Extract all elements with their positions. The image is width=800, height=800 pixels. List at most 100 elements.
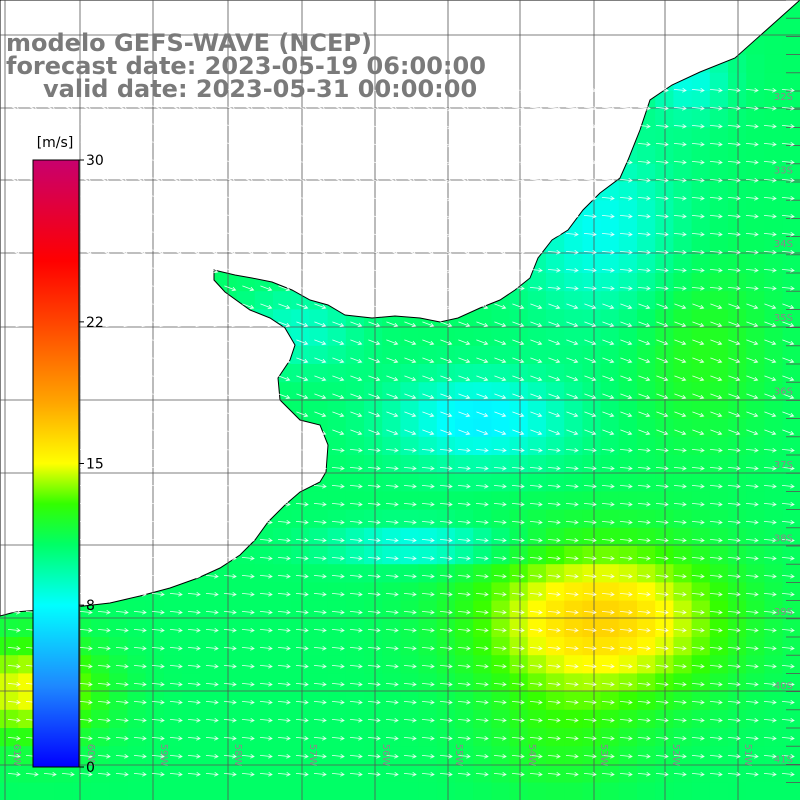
wind-cell bbox=[546, 364, 565, 383]
wind-cell bbox=[618, 709, 638, 729]
wind-cell bbox=[618, 254, 638, 274]
wind-arrow bbox=[296, 267, 309, 274]
wind-arrow bbox=[781, 699, 795, 705]
wind-arrow bbox=[260, 303, 273, 310]
wind-arrow bbox=[457, 735, 471, 741]
wind-arrow bbox=[277, 627, 291, 633]
wind-cell bbox=[673, 127, 693, 147]
wind-cell bbox=[673, 709, 693, 729]
wind-arrow bbox=[44, 87, 57, 94]
wind-arrow bbox=[368, 249, 381, 256]
wind-arrow bbox=[277, 699, 291, 705]
wind-arrow bbox=[403, 591, 417, 597]
wind-arrow bbox=[223, 735, 237, 741]
wind-arrow bbox=[151, 537, 165, 543]
wind-arrow bbox=[422, 231, 435, 238]
wind-arrow bbox=[386, 123, 399, 130]
wind-arrow bbox=[547, 681, 561, 687]
wind-arrow bbox=[151, 771, 165, 777]
wind-arrow bbox=[152, 195, 165, 202]
wind-arrow bbox=[511, 501, 525, 507]
wind-cell bbox=[637, 655, 656, 674]
wind-arrow bbox=[583, 213, 597, 219]
wind-cell bbox=[291, 728, 310, 747]
wind-arrow bbox=[350, 429, 363, 436]
wind-arrow bbox=[277, 501, 291, 507]
wind-cell bbox=[0, 637, 19, 656]
wind-arrow bbox=[763, 105, 777, 111]
wind-arrow bbox=[745, 717, 759, 723]
wind-arrow bbox=[206, 87, 219, 94]
wind-arrow bbox=[386, 105, 399, 112]
wind-arrow bbox=[79, 735, 93, 741]
wind-arrow bbox=[691, 519, 705, 525]
wind-cell bbox=[582, 400, 602, 420]
wind-arrow bbox=[529, 465, 543, 471]
wind-arrow bbox=[673, 249, 687, 255]
wind-cell bbox=[618, 418, 638, 438]
lon-label: 58W bbox=[232, 744, 243, 767]
wind-cell bbox=[782, 127, 800, 147]
wind-arrow bbox=[205, 591, 219, 597]
wind-cell bbox=[527, 673, 547, 693]
wind-arrow bbox=[692, 339, 705, 346]
wind-arrow bbox=[548, 375, 561, 382]
wind-arrow bbox=[565, 735, 579, 741]
wind-arrow bbox=[151, 681, 165, 687]
wind-arrow bbox=[8, 303, 21, 310]
wind-arrow bbox=[313, 717, 327, 723]
wind-arrow bbox=[619, 609, 633, 615]
wind-arrow bbox=[421, 465, 435, 471]
wind-arrow bbox=[529, 627, 543, 633]
wind-cell bbox=[418, 327, 438, 347]
wind-arrow bbox=[421, 483, 435, 489]
wind-arrow bbox=[349, 681, 363, 687]
wind-arrow bbox=[547, 699, 561, 705]
wind-arrow bbox=[601, 681, 615, 687]
wind-arrow bbox=[277, 645, 291, 651]
wind-arrow bbox=[727, 267, 741, 273]
wind-arrow bbox=[313, 609, 327, 615]
wind-cell bbox=[436, 746, 456, 765]
wind-arrow bbox=[295, 537, 309, 543]
wind-cell bbox=[436, 327, 456, 347]
wind-arrow bbox=[458, 375, 471, 382]
wind-cell bbox=[54, 782, 74, 800]
wind-arrow bbox=[619, 627, 633, 633]
wind-cell bbox=[382, 327, 401, 347]
wind-arrow bbox=[313, 627, 327, 633]
wind-cell bbox=[746, 54, 765, 74]
wind-arrow bbox=[116, 249, 129, 256]
wind-arrow bbox=[638, 393, 651, 400]
wind-arrow bbox=[223, 447, 237, 453]
wind-arrow bbox=[170, 177, 183, 184]
wind-arrow bbox=[439, 681, 453, 687]
wind-cell bbox=[546, 546, 565, 565]
wind-cell bbox=[400, 436, 420, 456]
wind-arrow bbox=[548, 303, 561, 310]
wind-cell bbox=[327, 582, 347, 602]
wind-cell bbox=[418, 491, 438, 511]
wind-cell bbox=[618, 218, 638, 238]
wind-arrow bbox=[80, 195, 93, 202]
wind-arrow bbox=[494, 213, 507, 220]
wind-arrow bbox=[457, 573, 471, 579]
wind-arrow bbox=[331, 447, 345, 453]
wind-cell bbox=[491, 309, 511, 329]
wind-arrow bbox=[313, 591, 327, 597]
wind-cell bbox=[709, 764, 729, 784]
wind-arrow bbox=[368, 393, 381, 400]
wind-cell bbox=[291, 364, 310, 383]
wind-cell bbox=[600, 564, 620, 583]
wind-cell bbox=[728, 564, 747, 583]
wind-cell bbox=[182, 600, 201, 620]
wind-arrow bbox=[296, 375, 309, 382]
wind-arrow bbox=[655, 447, 669, 453]
wind-arrow bbox=[440, 393, 453, 400]
wind-arrow bbox=[439, 627, 453, 633]
wind-arrow bbox=[386, 213, 399, 220]
wind-arrow bbox=[259, 555, 273, 561]
wind-cell bbox=[400, 527, 420, 547]
wind-arrow bbox=[673, 609, 687, 615]
wind-cell bbox=[527, 436, 547, 456]
